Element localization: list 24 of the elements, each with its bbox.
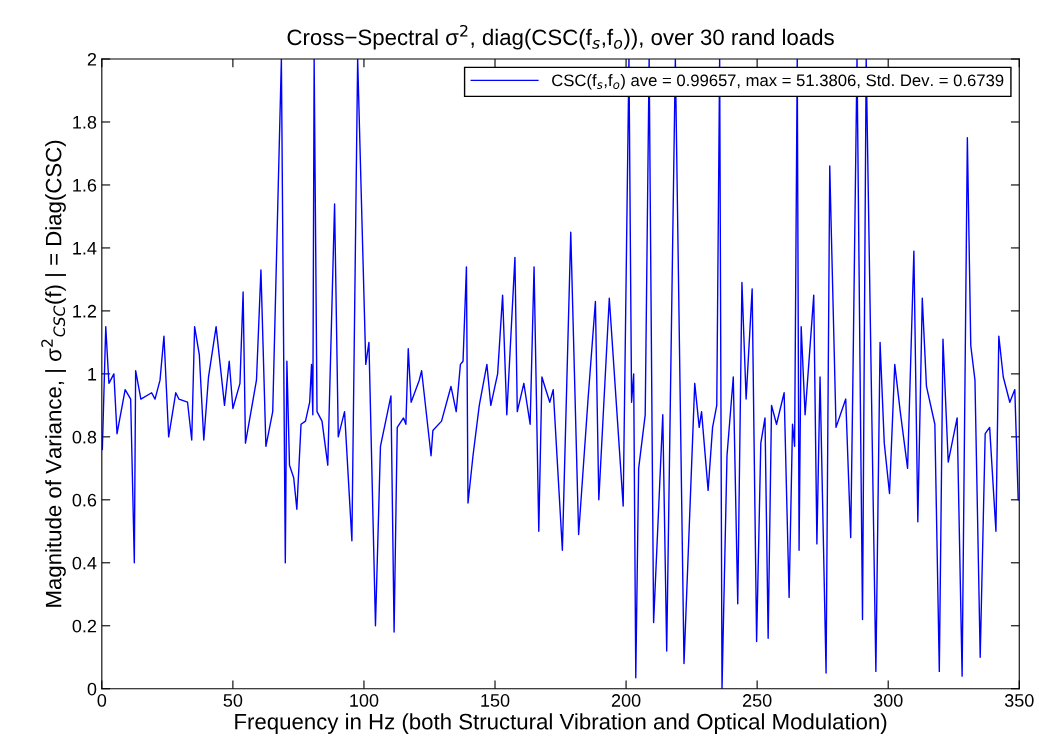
x-tick-label: 50 xyxy=(223,694,243,707)
y-tick-label: 0.2 xyxy=(72,619,97,633)
x-tick-label: 200 xyxy=(611,694,641,707)
y-tick-label: 0.6 xyxy=(72,493,97,507)
line-series xyxy=(101,59,1019,689)
y-tick-label: 2 xyxy=(87,52,97,66)
y-tick-label: 0.4 xyxy=(72,556,97,570)
y-tick-label: 0 xyxy=(87,682,97,696)
chart-title: Cross−Spectral σ$^{2}$, diag(CSC(f$_{s}$,f$_{o}$)), over 30 rand loads xyxy=(287,24,834,50)
y-tick-label: 1.8 xyxy=(73,115,97,129)
x-tick-label: 350 xyxy=(1004,694,1034,707)
y-tick-label: 1 xyxy=(88,367,97,381)
x-tick-label: 100 xyxy=(350,694,379,707)
x-tick-label: 300 xyxy=(873,694,903,707)
y-axis-title: Magnitude of Variance, | σ$^{2}$$_{CSC}$(f) | = Diag(CSC) xyxy=(41,140,66,607)
y-tick-label: 1.6 xyxy=(73,178,97,192)
x-tick-label: 150 xyxy=(481,694,510,707)
y-tick-label: 0.8 xyxy=(72,430,97,444)
x-tick-label: 250 xyxy=(742,694,772,707)
x-tick-label: 0 xyxy=(97,694,107,707)
legend-label: CSC(f$_{s}$,f$_{o}$) ave = 0.99657, max = 51.3806, Std. Dev. = 0.6739 xyxy=(552,74,1004,90)
y-tick-label: 1.4 xyxy=(73,242,97,255)
x-axis-title: Frequency in Hz (both Structural Vibration and Optical Modulation) xyxy=(235,713,887,734)
y-tick-label: 1.2 xyxy=(73,304,97,318)
